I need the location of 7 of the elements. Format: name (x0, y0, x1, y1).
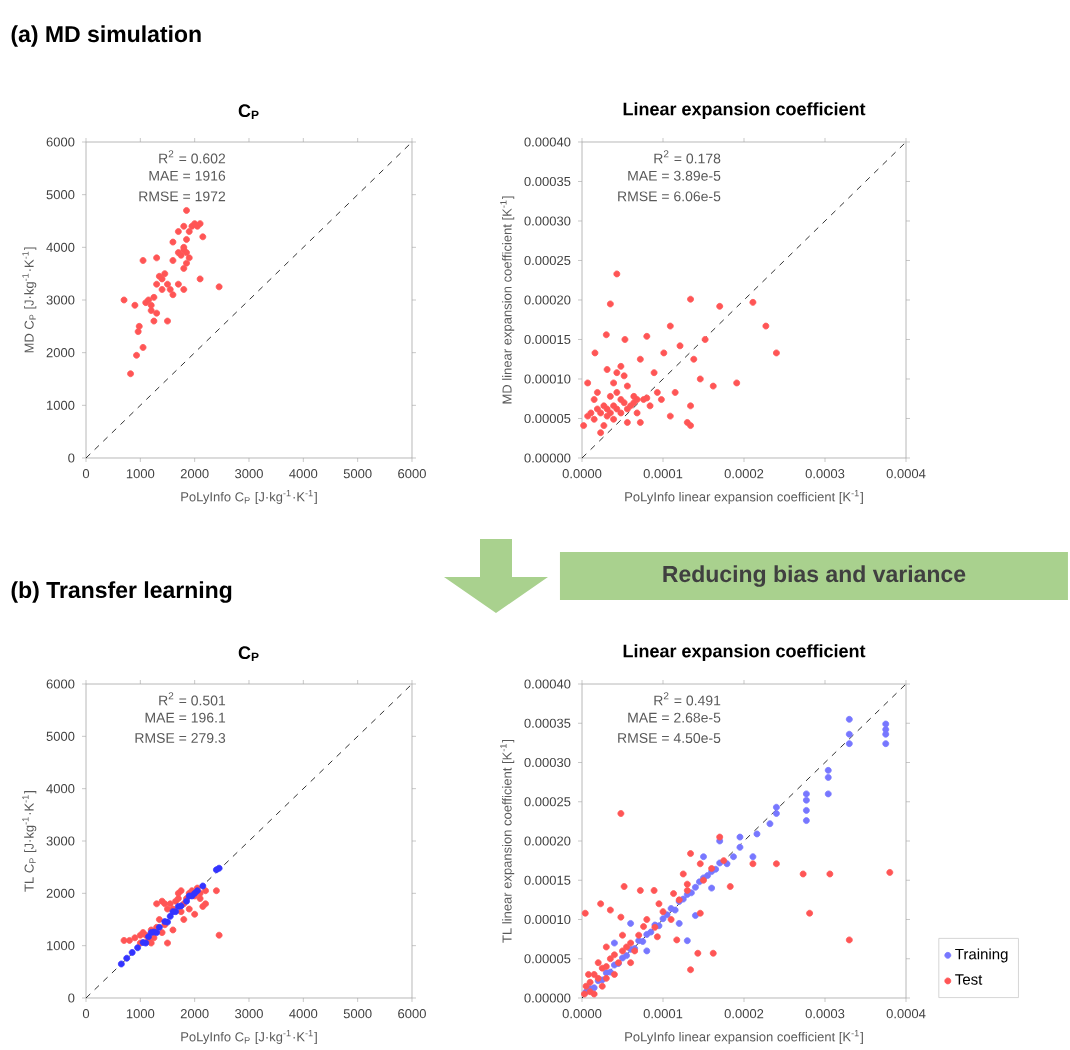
chart-title: Linear expansion coefficient (623, 101, 866, 119)
text: Reducing bias and variance (663, 564, 966, 587)
chart-title: C$_{P}$ (238, 645, 259, 661)
chart-title: Linear expansion coefficient (623, 643, 866, 661)
text: (a) MD simulation (11, 25, 201, 47)
text: (b) Transfer learning (11, 580, 232, 603)
chart-title: C$_{P}$ (238, 104, 259, 119)
